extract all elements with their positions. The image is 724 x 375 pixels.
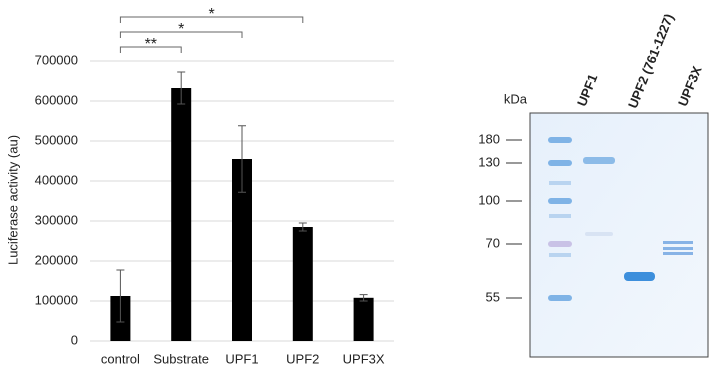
significance-bracket [119,16,304,23]
band [663,247,693,250]
significance-label: ** [145,36,157,53]
significance-bracket [119,46,182,53]
bar [171,88,192,341]
bar [292,227,313,341]
band [663,241,693,244]
marker-label: 55 [486,289,500,304]
ladder-band [548,160,572,166]
ladder-band [549,253,571,257]
y-tick-label: 700000 [35,52,78,67]
gel [529,112,709,358]
error-bar [116,269,125,323]
y-tick-label: 100000 [35,292,78,307]
lane-label: UPF2 (761-1227) [625,12,677,111]
y-tick-label: 400000 [35,172,78,187]
ladder-band [548,241,572,247]
y-tick-label: 0 [71,332,78,347]
x-tick-label: Substrate [153,351,209,366]
significance-bracket [119,31,243,38]
bar [353,297,374,341]
significance-label: * [208,6,214,23]
y-tick-label: 500000 [35,132,78,147]
ladder-band [548,295,572,301]
ladder-band [549,181,571,185]
band [585,232,613,236]
error-bar [359,294,368,302]
ladder-band [548,198,572,204]
ladder-band [549,214,571,218]
error-bar [238,125,246,193]
y-tick-label: 200000 [35,252,78,267]
marker-label: 130 [478,154,500,169]
marker-label: 70 [486,235,500,250]
gel-unit: kDa [504,91,528,106]
x-tick-label: control [101,351,140,366]
gel-frame [529,112,709,358]
y-tick-label: 600000 [35,92,78,107]
marker-label: 180 [478,131,500,146]
lane-label: UPF3X [675,64,705,109]
x-tick-label: UPF3X [343,351,385,366]
y-tick-label: 300000 [35,212,78,227]
band [663,252,693,255]
marker-label: 100 [478,192,500,207]
x-tick-label: UPF2 [286,351,319,366]
error-bar [177,71,186,105]
error-bar [298,222,307,232]
lane-label: UPF1 [574,72,600,108]
band [624,272,655,281]
x-tick-label: UPF1 [225,351,258,366]
y-axis-label: Luciferase activity (au) [5,135,20,265]
ladder-band [548,137,572,143]
bar [232,159,252,341]
band [583,157,615,164]
significance-label: * [178,21,184,38]
